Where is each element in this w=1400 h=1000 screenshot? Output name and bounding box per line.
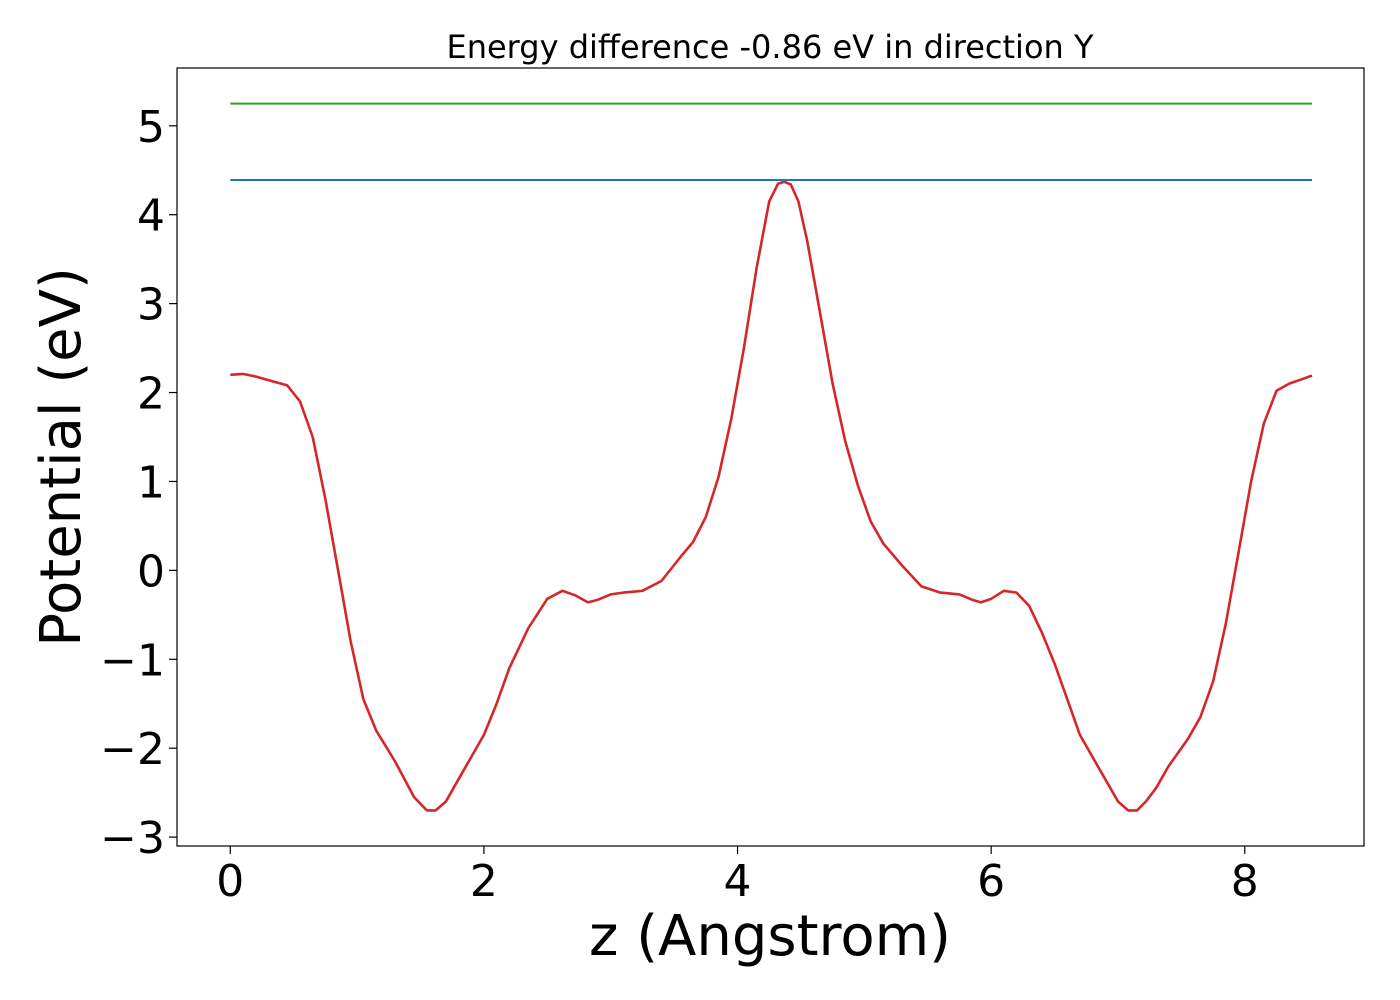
y-tick-label: −2: [100, 724, 165, 775]
x-axis-ticks: 0 2 4 6 8: [216, 846, 1259, 907]
y-tick-label: −3: [100, 813, 165, 864]
x-tick-label: 2: [470, 856, 498, 907]
x-axis-label: z (Angstrom): [589, 904, 951, 969]
y-tick-label: 4: [137, 191, 165, 242]
series-layer: [230, 102, 1313, 812]
series-line-0: [230, 180, 1313, 812]
y-tick-label: 3: [137, 280, 165, 331]
y-tick-label: 0: [137, 546, 165, 597]
y-axis-label: Potential (eV): [29, 267, 94, 647]
y-tick-label: 2: [137, 369, 165, 420]
x-tick-label: 8: [1231, 856, 1259, 907]
x-tick-label: 0: [216, 856, 244, 907]
y-tick-label: 5: [137, 102, 165, 153]
chart-title: Energy difference -0.86 eV in direction …: [446, 28, 1093, 66]
plot-area-frame: [176, 67, 1365, 847]
y-tick-label: −1: [100, 635, 165, 686]
y-tick-label: 1: [137, 457, 165, 508]
x-tick-label: 4: [724, 856, 752, 907]
y-axis-ticks: −3 −2 −1 0 1 2 3 4 5: [100, 102, 177, 864]
x-tick-label: 6: [977, 856, 1005, 907]
